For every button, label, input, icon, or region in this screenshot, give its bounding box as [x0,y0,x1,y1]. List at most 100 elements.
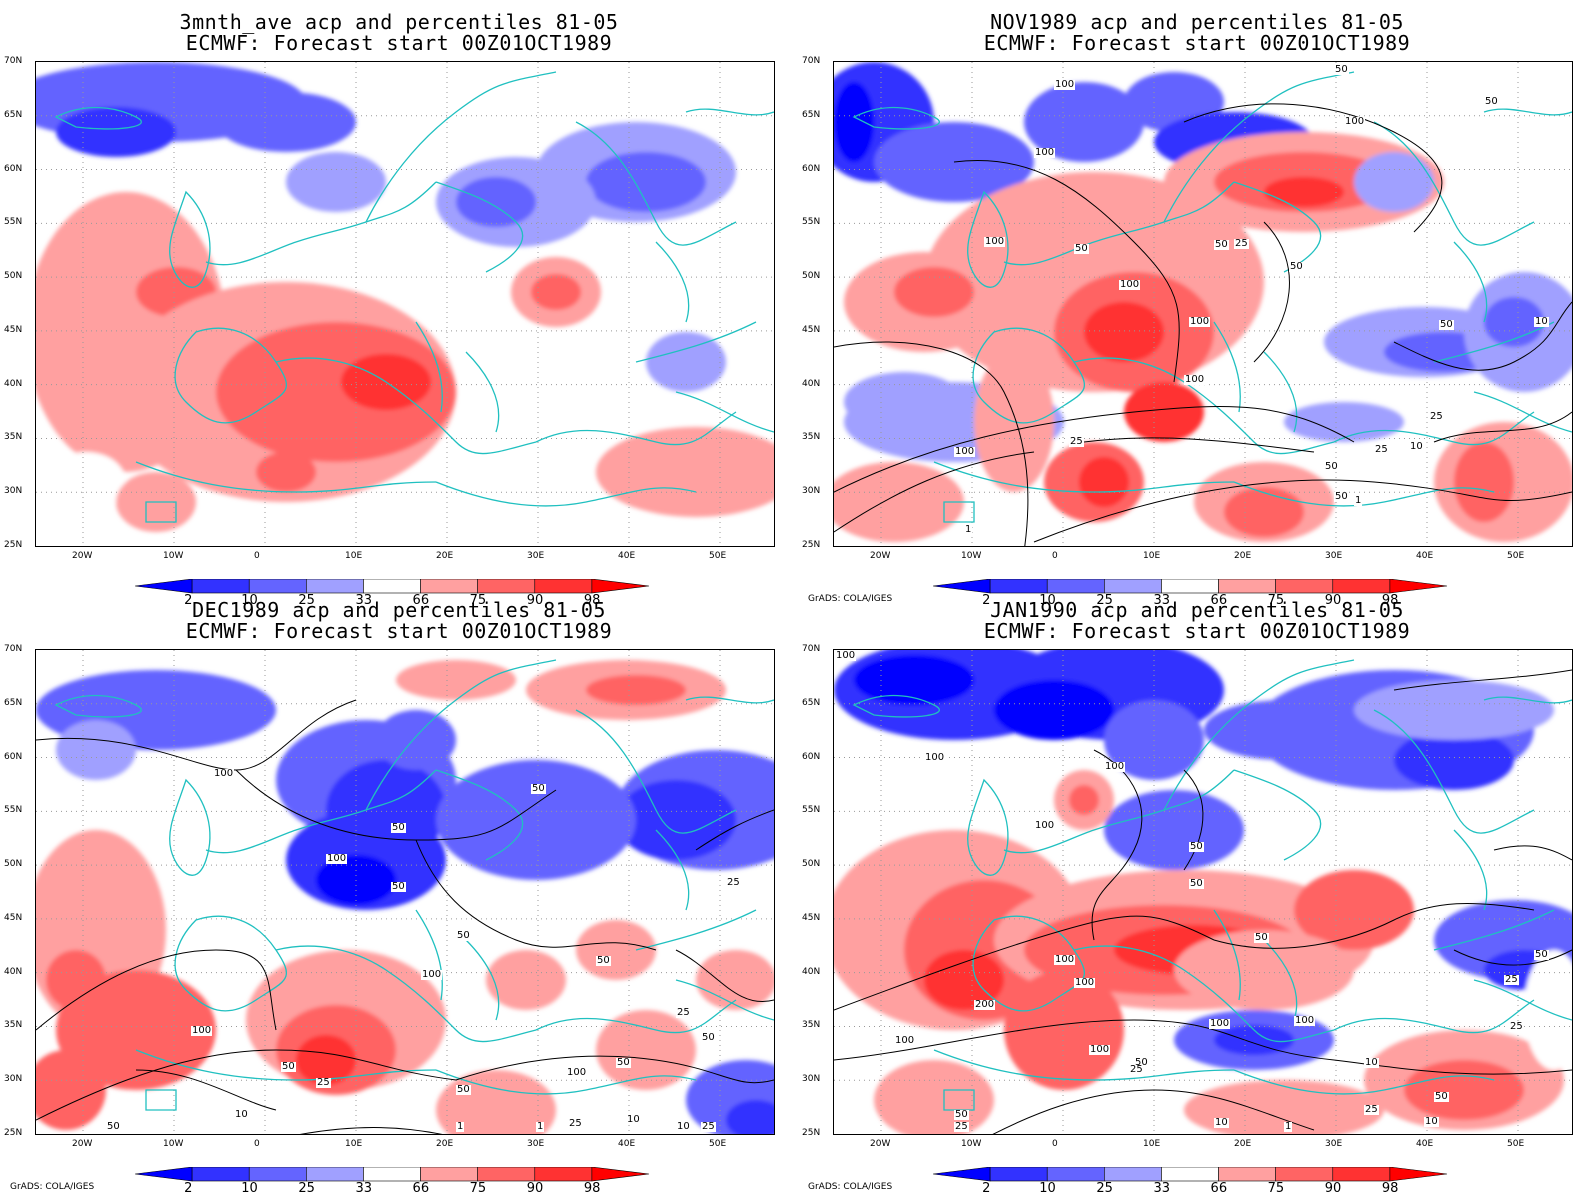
lon-tick-label: 40E [618,551,636,561]
lon-tick-label: 30E [1325,1139,1343,1149]
shaded-region [1294,870,1414,950]
lat-tick-label: 65N [802,109,821,120]
shaded-region [596,1010,696,1090]
lon-tick-label: 10E [345,1139,363,1149]
coastline [852,694,940,718]
panel-subtitle: ECMWF: Forecast start 00Z01OCT1989 [185,31,613,55]
contour-label: 1 [964,524,973,535]
contour-line [834,341,1029,546]
lon-tick-label: 30E [1325,551,1343,561]
coastline [1003,181,1235,266]
shaded-region [376,710,456,770]
coastline [1073,945,1335,1043]
panel-title: DEC1989 acp and percentiles 81-05 [192,598,606,622]
coastline [943,501,975,523]
shaded-region [1174,930,1354,1010]
lat-tick-label: 70N [4,644,23,654]
contour-label: 50 [456,1084,471,1095]
shaded-region [1524,950,1572,1070]
map-panel-dec1989: DEC1989 acp and percentiles 81-05 ECMWF:… [0,588,798,1196]
lat-tick-label: 25N [802,1128,821,1138]
colorbar-label: 33 [355,593,372,608]
contour-label: 50 [1334,491,1349,502]
coastline [435,769,524,861]
map-frame: 50 100 50 100 50 25 50 50 100 25 100 50 50 50 100 50 25 2… [35,649,775,1135]
shaded-region [844,372,964,432]
colorbar-swatch [1332,1166,1391,1182]
shaded-region [1124,382,1204,442]
shaded-region [256,452,316,492]
contour-line [415,839,657,951]
contour-label: 100 [1034,820,1056,831]
contour-label: 1 [1284,1121,1293,1132]
lon-tick-label: 20W [870,1139,891,1149]
lon-tick-label: 10E [345,551,363,561]
lat-tick-label: 35N [4,1020,23,1031]
shaded-region [46,452,126,512]
coastline [435,181,524,273]
contour-line [1393,669,1572,691]
coastline [1263,351,1298,433]
contour-label: 100 [566,1067,588,1078]
coastline [174,915,287,1012]
colorbar-label: 25 [298,1181,315,1196]
coastline [465,939,500,1021]
contour-line [834,451,1035,533]
contour-label: 25 [1364,1104,1379,1115]
coastline [135,461,437,493]
shaded-region [834,462,964,542]
coastline [1473,979,1572,1021]
shaded-region [596,427,774,517]
coastline [675,391,774,433]
contour-label: 100 [1089,1044,1111,1055]
lat-tick-label: 45N [802,324,821,335]
contour-line [992,1089,1315,1134]
lat-tick-label: 25N [4,540,23,550]
shaded-region [56,720,136,780]
colorbar-label: 25 [1096,593,1113,608]
contour-line [834,405,1355,493]
lat-tick-label: 60N [802,163,821,174]
coastline [169,190,211,288]
contour-label: 100 [1054,79,1076,90]
contour-label: 100 [326,853,348,864]
lat-tick-label: 25N [4,1128,23,1138]
contour-label: 100 [1344,116,1366,127]
lon-tick-label: 10E [1143,1139,1161,1149]
contour-label: 100 [835,650,857,661]
contour-line [834,915,1215,1011]
colorbar-label: 33 [355,1181,372,1196]
lon-tick-label: 10W [163,551,184,561]
contour-label: 10 [234,1109,249,1120]
contour-label: 100 [1104,761,1126,772]
coastline [1233,181,1322,273]
colorbar-swatch [989,1166,1048,1182]
coastline [415,909,443,1001]
colorbar-label: 66 [412,593,430,608]
colorbar-swatch [1389,1166,1448,1182]
lat-tick-label: 40N [4,966,23,977]
contour-label: 50 [391,881,406,892]
colorbar-label: 90 [526,593,544,608]
lat-tick-label: 55N [802,217,821,228]
lat-tick-label: 60N [802,751,821,762]
coastline [933,461,1235,493]
lat-tick-label: 30N [4,486,23,497]
lat-tick-label: 50N [802,859,821,870]
lon-tick-label: 50E [1507,551,1525,561]
contour-label: 50 [1534,949,1549,960]
colorbar-label: 75 [1267,593,1285,608]
contour-label: 25 [1234,238,1249,249]
contour-label: 10 [1534,316,1549,327]
colorbar-label: 33 [1153,593,1170,608]
coastline [365,659,557,811]
contour-line [1183,103,1443,233]
credit-label: GrADS: COLA/IGES [10,1182,95,1192]
shaded-region [1084,302,1164,362]
contour-label: 10 [1214,1117,1229,1128]
lon-tick-label: 10E [1143,551,1161,561]
contour-label: 10 [626,1114,641,1125]
map-frame: 100 100 100 50 50 100 50 100 100 200 100 100 100 100 5… [833,649,1573,1135]
colorbar-label: 66 [412,1181,430,1196]
lat-tick-label: 35N [802,1020,821,1031]
